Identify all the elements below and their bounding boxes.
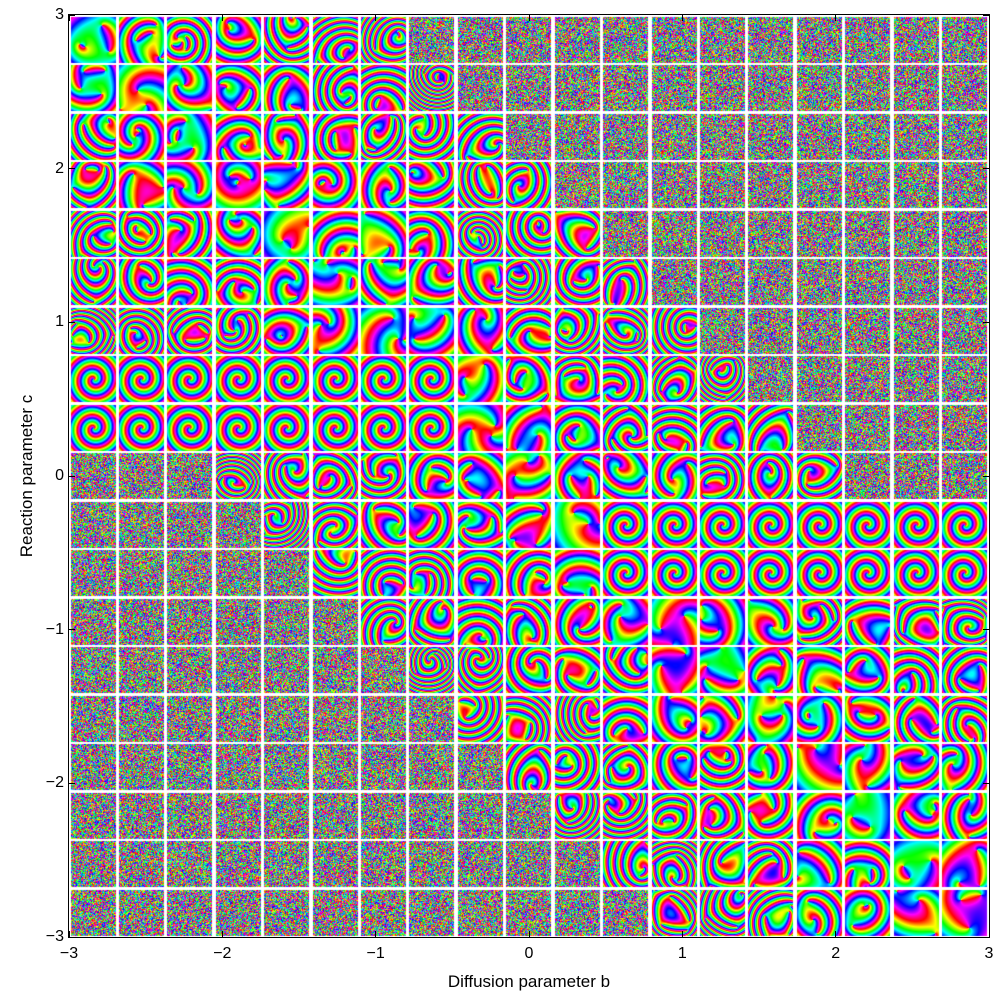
y-tick-mark	[69, 168, 75, 170]
y-tick-label: −3	[45, 928, 64, 945]
x-tick-label: 0	[524, 945, 534, 962]
y-tick-mark	[983, 629, 989, 631]
x-axis-label: Diffusion parameter b	[447, 972, 611, 991]
x-tick-mark	[68, 931, 70, 937]
y-tick-mark	[983, 782, 989, 784]
x-tick-mark	[375, 15, 377, 21]
x-tick-mark	[835, 15, 837, 21]
x-tick-label: −1	[366, 945, 385, 962]
x-tick-mark	[988, 931, 990, 937]
y-tick-label: 3	[55, 6, 64, 23]
y-tick-label: 1	[55, 313, 64, 331]
x-tick-mark	[681, 931, 683, 937]
y-tick-mark	[69, 629, 75, 631]
y-tick-mark	[69, 14, 75, 16]
y-tick-mark	[69, 321, 75, 323]
pattern-tile-grid	[69, 15, 989, 937]
x-tick-label: 3	[984, 945, 994, 962]
y-tick-mark	[983, 321, 989, 323]
y-tick-label: −2	[45, 774, 64, 792]
x-tick-mark	[988, 15, 990, 21]
x-tick-mark	[375, 931, 377, 937]
y-tick-label: 0	[55, 467, 64, 484]
x-tick-mark	[68, 15, 70, 21]
y-axis-label: Reaction parameter c	[17, 394, 36, 558]
x-tick-label: −2	[213, 945, 232, 962]
y-tick-label: 2	[55, 159, 64, 177]
y-tick-label: −1	[45, 620, 64, 638]
x-tick-label: 2	[831, 945, 841, 962]
x-tick-mark	[221, 15, 223, 21]
x-tick-mark	[221, 931, 223, 937]
y-tick-mark	[69, 475, 75, 477]
y-tick-mark	[69, 936, 75, 938]
y-tick-mark	[983, 14, 989, 16]
x-tick-label: −3	[59, 945, 79, 962]
x-tick-label: 1	[677, 945, 687, 962]
y-tick-mark	[983, 168, 989, 170]
x-tick-mark	[528, 931, 530, 937]
y-tick-mark	[983, 936, 989, 938]
x-tick-mark	[835, 931, 837, 937]
plot-area	[68, 14, 990, 938]
y-tick-mark	[983, 475, 989, 477]
x-tick-mark	[528, 15, 530, 21]
x-tick-mark	[681, 15, 683, 21]
y-tick-mark	[69, 782, 75, 784]
